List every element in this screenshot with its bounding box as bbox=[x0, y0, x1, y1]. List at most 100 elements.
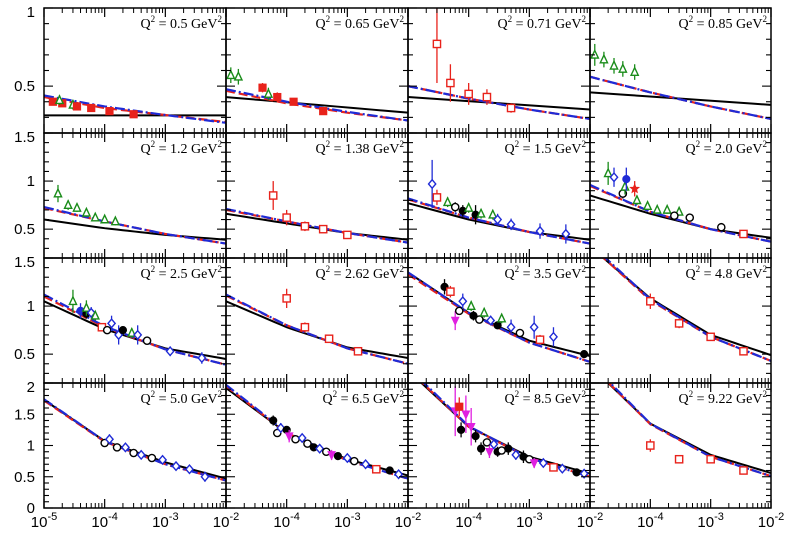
data-point-magenta-triangle bbox=[461, 410, 471, 420]
data-point-green-triangle bbox=[72, 201, 82, 212]
data-point-blue-diamond bbox=[427, 178, 437, 190]
data-point-black-circle bbox=[482, 438, 492, 447]
y-tick-label: 1.5 bbox=[14, 129, 35, 146]
y-tick-label: 1 bbox=[27, 438, 35, 455]
data-point-black-dot bbox=[269, 416, 278, 425]
data-point-blue-diamond bbox=[107, 318, 117, 329]
data-point-red-filled-square bbox=[48, 97, 57, 106]
data-point-black-dot bbox=[456, 425, 466, 434]
data-point-red-star bbox=[629, 183, 641, 194]
x-tick-label: 10-2 bbox=[577, 511, 603, 531]
data-point-green-triangle bbox=[479, 306, 489, 317]
data-point-blue-diamond bbox=[197, 352, 207, 364]
data-point-black-circle bbox=[716, 222, 726, 232]
curve-model-solid bbox=[226, 300, 408, 359]
data-point-red-square bbox=[674, 454, 684, 464]
data-point-red-filled-square bbox=[289, 97, 298, 106]
panel-label: Q2 = 2.62 GeV2 bbox=[316, 264, 404, 282]
data-point-red-square bbox=[506, 103, 516, 113]
panel-label: Q2 = 0.71 GeV2 bbox=[498, 14, 586, 32]
data-point-black-circle bbox=[515, 328, 525, 338]
curve-model-solid bbox=[226, 96, 408, 114]
data-point-red-filled-square bbox=[273, 92, 282, 102]
data-point-red-square bbox=[549, 463, 558, 472]
panel-label: Q2 = 1.2 GeV2 bbox=[141, 139, 222, 157]
data-point-black-circle bbox=[450, 202, 460, 212]
panel-label: Q2 = 2.0 GeV2 bbox=[686, 139, 767, 157]
panel-13: Q2 = 6.5 GeV2 bbox=[225, 382, 409, 509]
data-point-red-square bbox=[353, 346, 363, 356]
panel-label: Q2 = 6.5 GeV2 bbox=[323, 389, 404, 407]
panel-11: Q2 = 4.8 GeV2 bbox=[589, 257, 772, 384]
data-point-green-triangle bbox=[609, 59, 619, 70]
data-point-black-circle bbox=[475, 315, 484, 324]
x-tick-label: 10-4 bbox=[637, 511, 663, 531]
data-point-red-square bbox=[535, 335, 545, 345]
data-point-green-triangle bbox=[488, 208, 498, 219]
data-point-blue-diamond bbox=[297, 432, 307, 444]
y-tick-label: 1 bbox=[27, 298, 35, 315]
data-point-blue-diamond bbox=[579, 468, 589, 479]
data-point-blue-diamond bbox=[511, 449, 521, 461]
data-point-blue-diamond bbox=[535, 225, 545, 237]
curve-model-solid bbox=[601, 258, 771, 357]
data-point-green-triangle bbox=[442, 196, 453, 207]
curve-model-blue bbox=[603, 258, 771, 362]
data-point-blue-diamond bbox=[538, 457, 548, 469]
curve-model-blue bbox=[226, 293, 408, 365]
data-point-red-square bbox=[318, 224, 328, 234]
curve-model-solid bbox=[420, 383, 590, 475]
data-point-green-triangle bbox=[652, 203, 662, 214]
data-point-blue-diamond bbox=[486, 315, 496, 326]
panel-4: Q2 = 1.2 GeV2 bbox=[43, 132, 227, 259]
panel-5: Q2 = 1.38 GeV2 bbox=[225, 132, 409, 259]
data-point-black-dot bbox=[471, 432, 480, 441]
data-point-green-triangle bbox=[233, 70, 244, 81]
data-point-black-dot bbox=[504, 444, 513, 453]
data-point-green-triangle bbox=[466, 300, 476, 310]
data-point-blue-diamond bbox=[133, 329, 143, 341]
data-point-blue-diamond bbox=[315, 443, 325, 454]
data-point-blue-diamond bbox=[184, 463, 194, 475]
curve-model-blue bbox=[226, 88, 408, 122]
panel-8: Q2 = 2.5 GeV2 bbox=[43, 257, 227, 384]
data-point-red-square bbox=[446, 287, 455, 296]
x-tick-label: 10-4 bbox=[273, 511, 299, 531]
data-point-red-filled-square bbox=[129, 110, 138, 119]
data-point-red-square bbox=[739, 229, 748, 239]
y-tick-label: 0.5 bbox=[14, 78, 35, 95]
curve-model-red bbox=[420, 383, 590, 478]
panel-0: Q2 = 0.5 GeV2 bbox=[43, 7, 227, 134]
panel-3: Q2 = 0.85 GeV2 bbox=[589, 7, 772, 134]
curve-model-blue bbox=[44, 205, 226, 245]
data-point-blue-diamond bbox=[506, 219, 516, 230]
panel-label: Q2 = 4.8 GeV2 bbox=[686, 264, 767, 282]
y-tick-label: 0.5 bbox=[14, 221, 35, 238]
panel-12: Q2 = 5.0 GeV2 bbox=[43, 382, 227, 509]
data-point-blue-diamond bbox=[276, 422, 286, 434]
data-point-red-filled-square bbox=[72, 102, 82, 111]
data-point-magenta-triangle bbox=[327, 451, 336, 461]
data-point-blue-diamond bbox=[136, 449, 146, 461]
data-point-red-square bbox=[482, 92, 492, 102]
x-tick-label: 10-2 bbox=[213, 511, 239, 531]
curve-model-solid bbox=[44, 218, 226, 241]
data-point-black-circle bbox=[454, 306, 464, 316]
curve-model-blue bbox=[408, 197, 590, 245]
panel-7: Q2 = 2.0 GeV2 bbox=[589, 132, 772, 259]
data-point-magenta-triangle bbox=[466, 423, 476, 433]
panel-15: Q2 = 9.22 GeV2 bbox=[589, 382, 772, 509]
data-point-red-filled-square bbox=[319, 107, 328, 116]
data-point-red-square bbox=[268, 191, 278, 200]
data-point-blue-diamond bbox=[394, 468, 404, 480]
panel-label: Q2 = 2.5 GeV2 bbox=[141, 264, 222, 282]
data-point-red-square bbox=[706, 332, 715, 342]
data-point-red-square bbox=[432, 193, 442, 202]
data-point-black-circle bbox=[497, 446, 506, 455]
data-point-blue-diamond bbox=[120, 442, 130, 453]
data-point-green-triangle bbox=[90, 211, 100, 222]
curve-model-solid bbox=[44, 300, 226, 360]
y-tick-label: 2 bbox=[27, 379, 35, 396]
data-point-red-square bbox=[739, 466, 748, 475]
